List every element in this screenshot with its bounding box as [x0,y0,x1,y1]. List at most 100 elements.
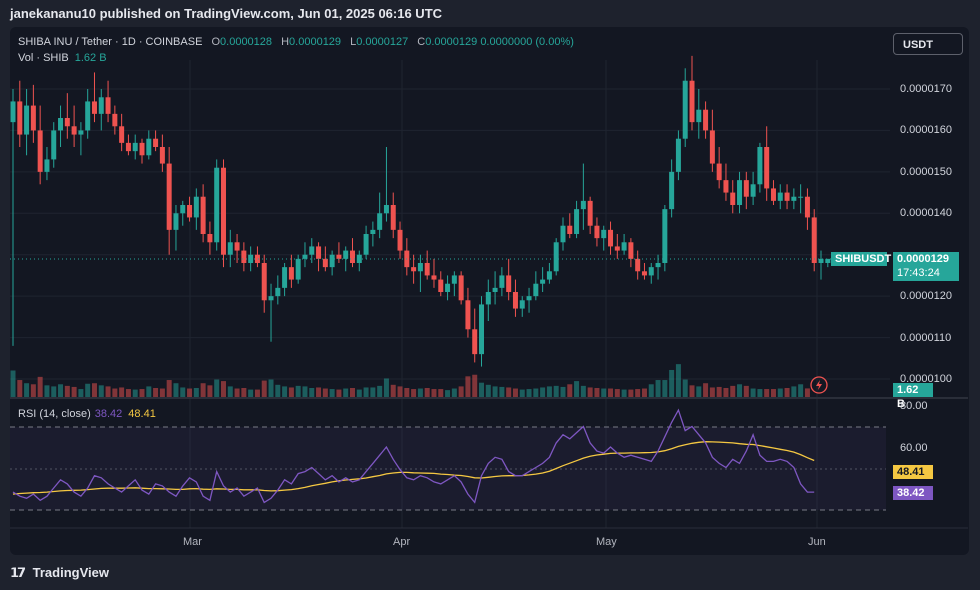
candle-body [51,130,57,160]
price-candles [10,55,831,367]
close-value: 0.0000129 [425,36,478,48]
candle [295,254,301,284]
volume-bar [411,389,417,397]
volume-bar [621,389,627,397]
candle-body [350,250,355,263]
candle-body [512,292,518,309]
candle [37,105,43,185]
candle-body [431,275,437,280]
candle-body [105,97,111,114]
rsi-tag: 38.42 [893,486,933,500]
volume-bar [770,389,776,397]
rsi-ma-tag: 48.41 [893,465,933,479]
candle-body [730,192,736,205]
candle-body [533,283,539,297]
candle-body [234,242,240,251]
candle-body [390,205,396,230]
volume-bar [98,385,104,397]
volume-bar [139,389,145,397]
volume-bar [417,388,423,397]
volume-bar [506,387,512,397]
candle [58,105,64,147]
volume-bar [132,389,138,397]
candle [356,250,362,272]
candle [709,109,715,172]
candle [44,147,50,181]
candle-body [648,267,654,276]
candle [302,242,308,268]
candle-body [818,258,824,263]
volume-bar [241,387,247,397]
candle-body [703,109,709,131]
candle-body [71,126,77,135]
candle [377,192,383,239]
volume-bar [159,388,165,397]
candle-body [635,258,641,272]
candle [417,254,423,292]
price-grid [10,60,890,528]
candle [180,200,186,226]
candle [119,113,125,152]
price-tick: 0.0000160 [900,124,952,136]
volume-bar [703,383,709,397]
candle [227,229,233,268]
candle [696,89,702,139]
candle-body [594,225,600,239]
price-tick: 0.0000120 [900,290,952,302]
volume-bar [798,384,804,397]
volume-bar [499,386,505,397]
candle-body [716,163,722,181]
volume-bar [173,383,179,397]
volume-bar [730,385,736,397]
candle [641,263,647,280]
volume-bar [669,369,675,397]
candle-body [200,196,206,234]
candle-body [220,167,226,255]
close-label: C [417,36,426,48]
volume-bar [546,386,552,397]
footer-brand: TradingView [32,565,109,580]
candle-body [316,246,322,259]
candle-body [798,196,804,198]
candle [465,287,471,338]
candle-body [784,192,790,201]
candle-body [180,205,186,214]
candle [716,147,722,189]
candle [791,188,797,210]
candle-body [743,180,749,197]
volume-bar [288,387,294,397]
candle [187,196,193,222]
volume-bar [641,388,647,397]
volume-bar [648,384,654,397]
volume-bar [465,376,471,397]
candle-body [91,101,97,114]
candle-body [811,217,817,263]
candle [336,242,342,263]
volume-legend: Vol · SHIB 1.62 B [18,52,107,64]
candle [125,134,131,156]
candle [764,126,770,201]
candle [234,234,240,263]
candle [669,159,675,218]
volume-bars [10,364,810,397]
candle-body [723,180,729,193]
candle-body [499,275,505,288]
volume-bar [85,383,91,397]
volume-bar [743,385,749,397]
candle-body [451,275,457,284]
candle-body [804,196,810,218]
volume-bar [526,389,532,397]
candle [818,250,824,280]
volume-bar [261,380,267,397]
volume-bar [737,384,743,397]
tradingview-footer[interactable]: 𝟭𝟳 TradingView [10,565,109,581]
candle-body [329,254,335,268]
symbol-tag: SHIBUSDT [831,252,891,266]
candle [682,68,688,147]
candle-body [492,287,498,292]
candle-body [506,275,512,292]
volume-bar [553,385,559,397]
rsi-ma-value: 48.41 [128,408,156,420]
currency-button[interactable]: USDT [893,33,963,55]
